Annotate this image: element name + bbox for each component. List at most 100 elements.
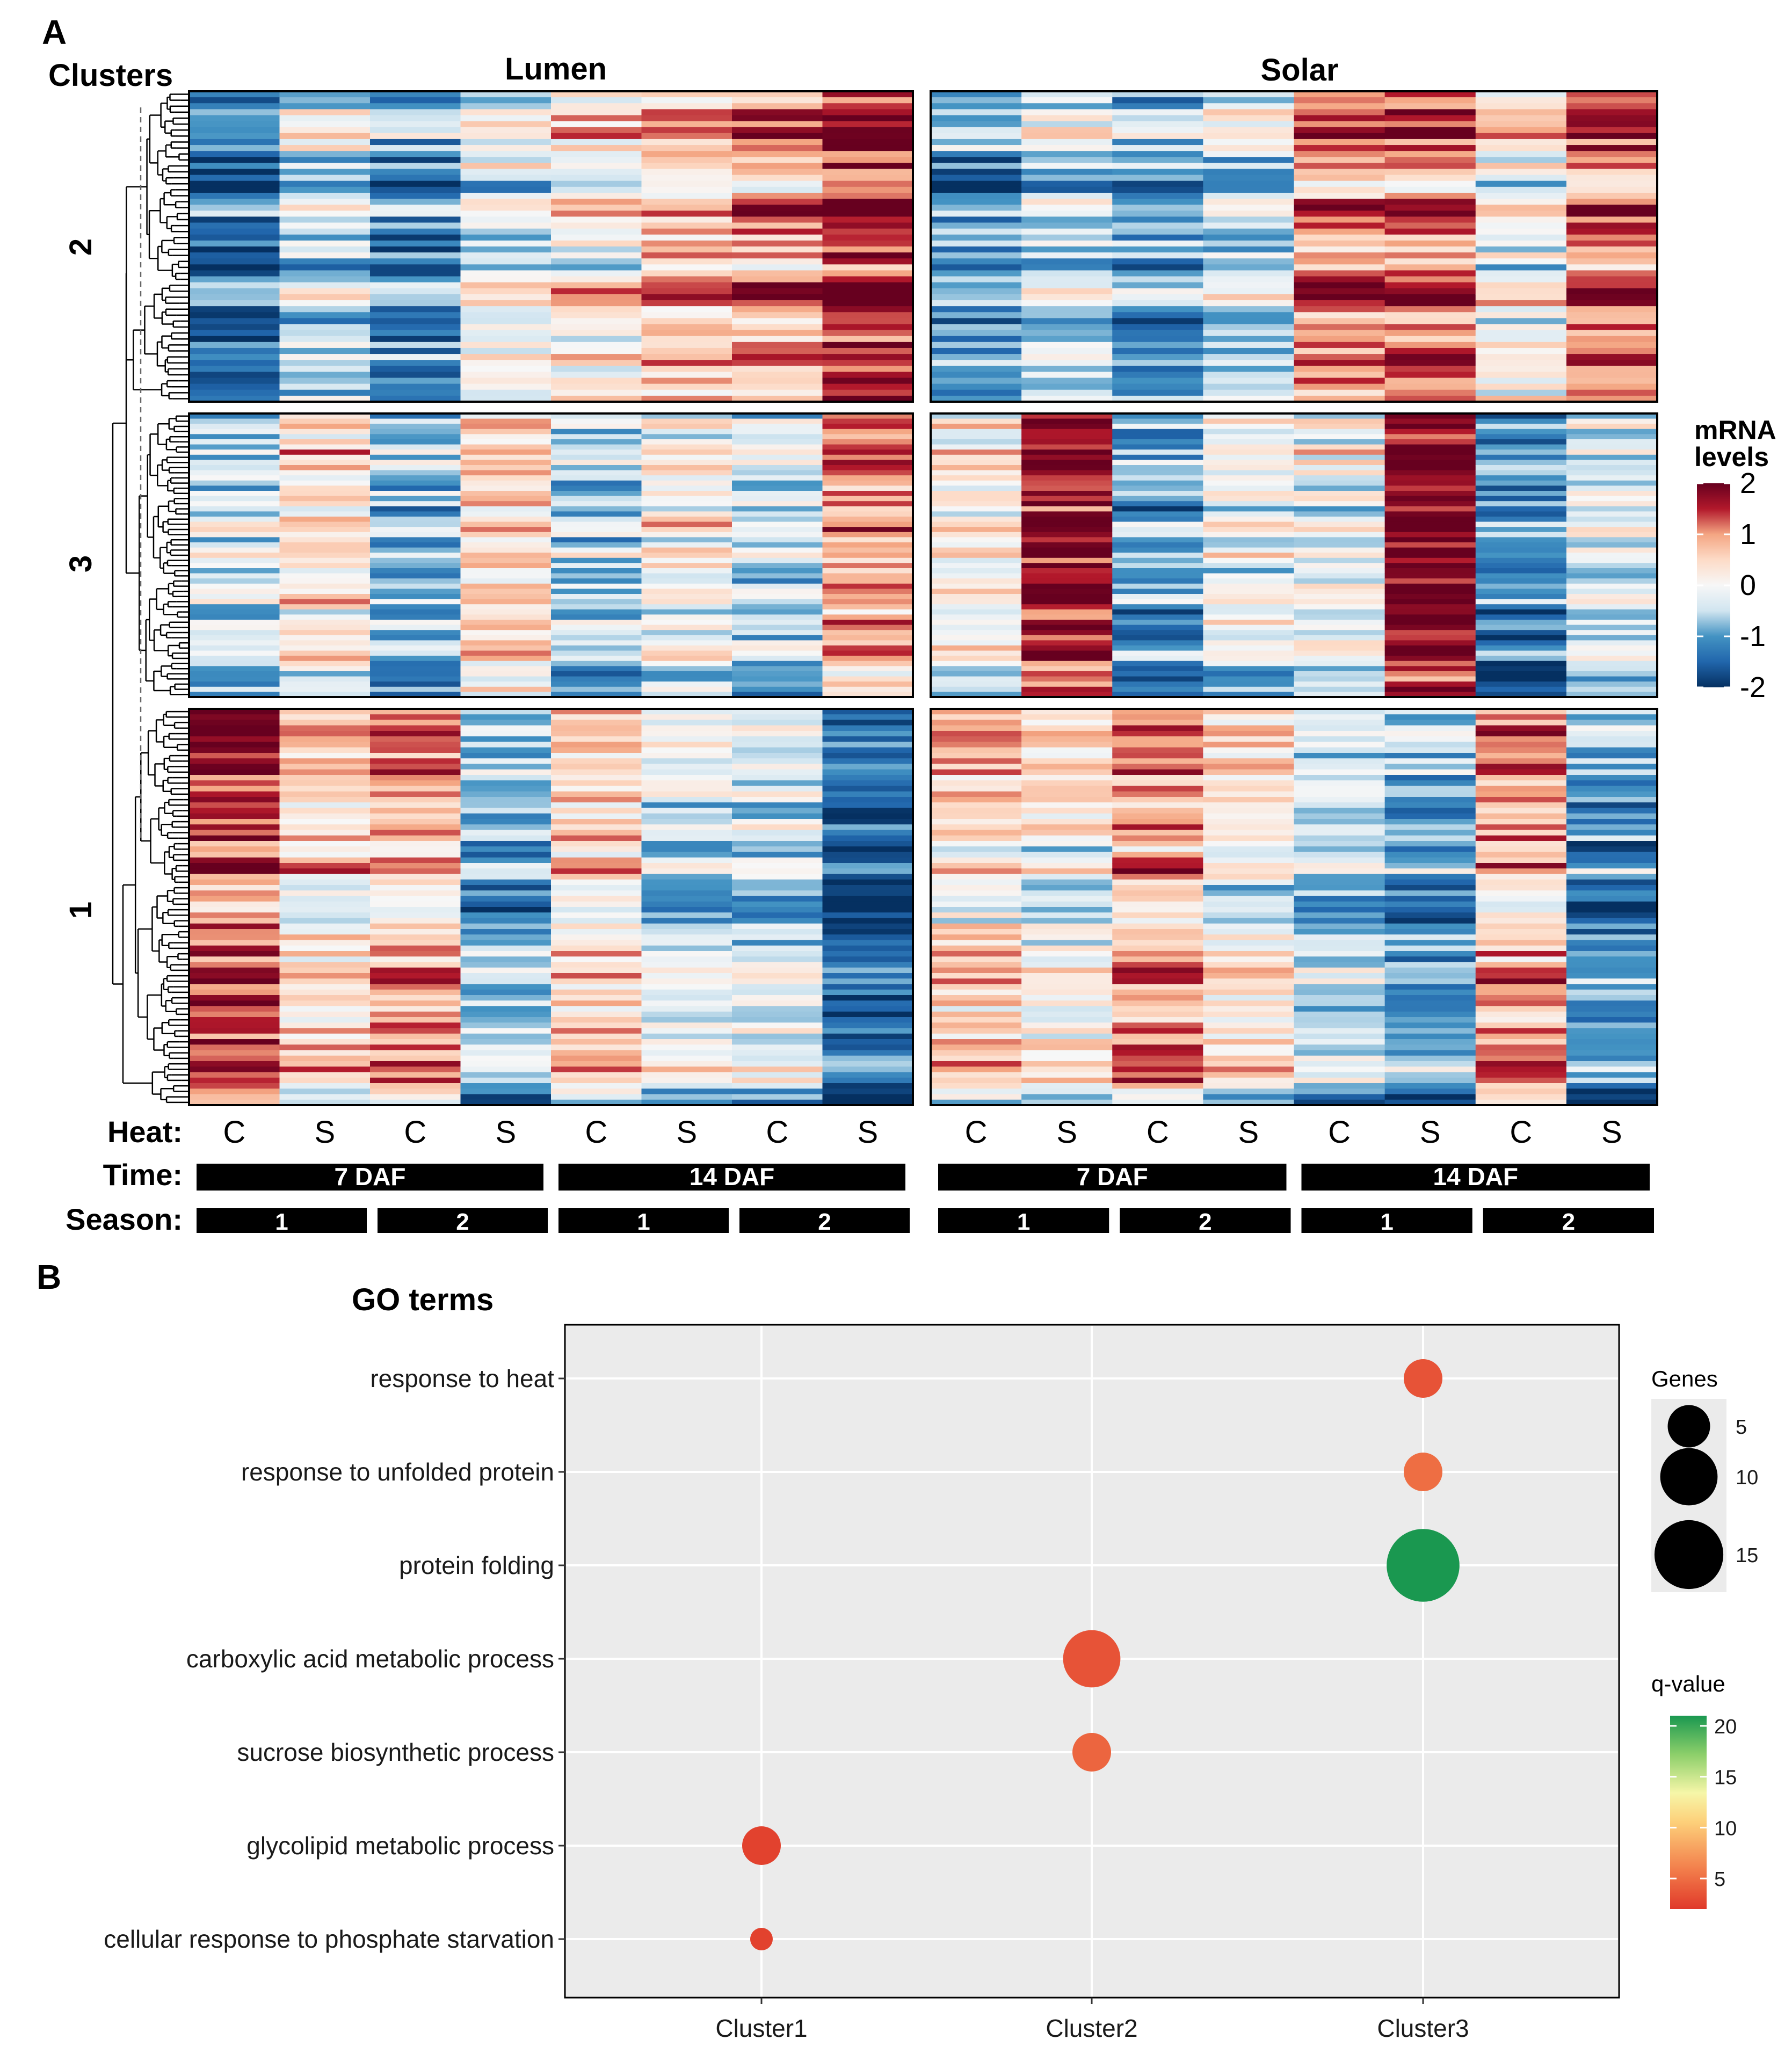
heatmap-cell <box>1112 1083 1203 1089</box>
heatmap-cell <box>189 347 280 354</box>
heatmap-cell <box>1021 434 1113 440</box>
heatmap-cell <box>822 547 913 553</box>
heatmap-cell <box>551 139 642 146</box>
heatmap-cell <box>732 475 823 481</box>
heatmap-cell <box>1021 835 1113 841</box>
heatmap-cell <box>189 676 280 682</box>
heatmap-cell <box>1021 186 1113 193</box>
heatmap-cell <box>279 501 371 507</box>
heatmap-cell <box>641 186 732 193</box>
heatmap-cell <box>1203 940 1295 946</box>
heatmap-cell <box>931 506 1022 512</box>
heatmap-cell <box>1112 945 1203 952</box>
heatmap-cell <box>1475 115 1567 122</box>
heatmap-cell <box>1566 389 1658 396</box>
heatmap-cell <box>370 583 461 589</box>
heatmap-cell <box>641 480 732 486</box>
heatmap-cell <box>370 1006 461 1012</box>
heatmap-cell <box>189 383 280 390</box>
heatmap-cell <box>189 604 280 610</box>
heatmap-cell <box>1566 1039 1658 1045</box>
heatmap-cell <box>460 460 552 466</box>
heatmap-cell <box>1294 802 1385 809</box>
heatmap-cell <box>1475 984 1567 990</box>
heatmap-cell <box>460 742 552 748</box>
heatmap-cell <box>1203 1094 1295 1100</box>
heatmap-cell <box>732 222 823 229</box>
heatmap-cell <box>551 211 642 217</box>
heatmap-cell <box>189 395 280 402</box>
heatmap-cell <box>1294 1033 1385 1040</box>
heatmap-cell <box>1021 764 1113 770</box>
heatmap-cell <box>1021 578 1113 584</box>
heatmap-cell <box>1294 127 1385 134</box>
heatmap-cell <box>1475 378 1567 384</box>
heatmap-cell <box>1294 192 1385 199</box>
heatmap-cell <box>1475 439 1567 445</box>
heatmap-cell <box>1294 640 1385 646</box>
heatmap-cell <box>1112 216 1203 223</box>
heatmap-cell <box>1384 276 1476 283</box>
heatmap-cell <box>1384 205 1476 211</box>
heatmap-cell <box>641 270 732 277</box>
heatmap-cell <box>189 485 280 491</box>
heatmap-cell <box>1566 890 1658 897</box>
legend-tick-label: 0 <box>1740 569 1756 601</box>
heatmap-cell <box>279 681 371 687</box>
heatmap-cell <box>460 764 552 770</box>
heatmap-cell <box>732 324 823 331</box>
heatmap-cell <box>1475 491 1567 497</box>
heatmap-cell <box>1021 797 1113 803</box>
heatmap-cell <box>279 758 371 765</box>
heatmap-cell <box>1384 830 1476 836</box>
heatmap-cell <box>460 1072 552 1078</box>
heatmap-cell <box>1112 635 1203 641</box>
heatmap-cell <box>370 676 461 682</box>
go-terms-title: GO terms <box>352 1282 494 1317</box>
heatmap-cell <box>931 940 1022 946</box>
mrna-legend-ticks: 210-1-2 <box>1697 467 1766 703</box>
heatmap-cell <box>1475 434 1567 440</box>
heatmap-cell <box>370 424 461 430</box>
heatmap-cell <box>1475 885 1567 891</box>
heatmap-cell <box>551 537 642 543</box>
heatmap-cell <box>641 594 732 600</box>
heatmap-cell <box>370 306 461 313</box>
heatmap-cell <box>1475 186 1567 193</box>
heatmap-cell <box>460 157 552 163</box>
heatmap-cell <box>551 835 642 841</box>
heatmap-cell <box>279 199 371 205</box>
heatmap-cell <box>931 449 1022 455</box>
heatmap-cell <box>1384 383 1476 390</box>
heatmap-cell <box>370 984 461 990</box>
heatmap-cell <box>931 145 1022 151</box>
heatmap-cell <box>1112 819 1203 825</box>
row-dendrogram <box>112 93 188 1104</box>
heatmap-cell <box>1475 857 1567 863</box>
heatmap-cell <box>1203 240 1295 247</box>
heatmap-cell <box>1021 995 1113 1001</box>
heatmap-cell <box>370 725 461 731</box>
heatmap-cell <box>1566 951 1658 957</box>
season-bar-label: 1 <box>1380 1209 1393 1235</box>
heatmap-cell <box>279 645 371 651</box>
heatmap-cell <box>931 491 1022 497</box>
heatmap-cell <box>641 583 732 589</box>
heatmap-cell <box>1566 1011 1658 1018</box>
heatmap-cell <box>370 879 461 886</box>
heatmap-cell <box>822 846 913 853</box>
heatmap-cell <box>931 896 1022 902</box>
heatmap-cell <box>1566 121 1658 128</box>
heatmap-cell <box>931 583 1022 589</box>
heatmap-cell <box>641 874 732 880</box>
heatmap-cell <box>551 797 642 803</box>
heatmap-cell <box>1021 439 1113 445</box>
heatmap-cell <box>1203 835 1295 841</box>
heatmap-cell <box>1294 175 1385 182</box>
heatmap-cell <box>1384 563 1476 569</box>
heatmap-cell <box>189 532 280 538</box>
heatmap-cell <box>1294 563 1385 569</box>
heatmap-cell <box>1112 780 1203 787</box>
heatmap-cell <box>931 330 1022 337</box>
heatmap-cell <box>641 103 732 110</box>
